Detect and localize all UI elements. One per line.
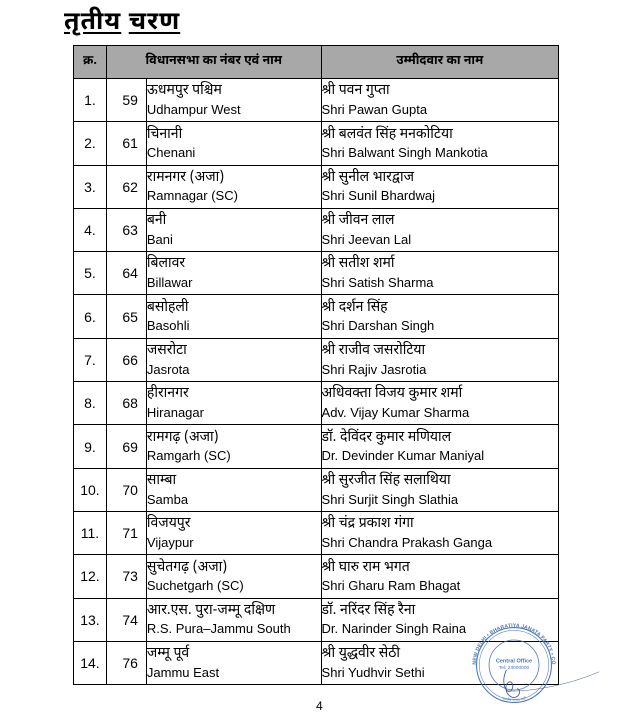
svg-text:Tel: 23000000: Tel: 23000000 — [499, 665, 530, 671]
svg-text:Central Office: Central Office — [496, 659, 532, 665]
